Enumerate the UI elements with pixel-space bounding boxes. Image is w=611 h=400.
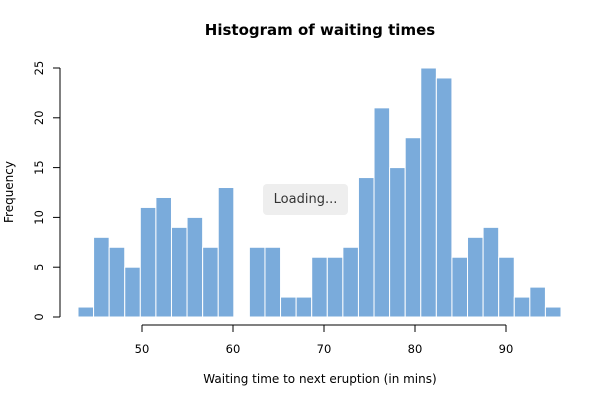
histogram-bar bbox=[264, 246, 282, 318]
y-tick-label: 15 bbox=[32, 160, 46, 175]
y-tick-label: 0 bbox=[32, 313, 46, 320]
histogram-bar bbox=[342, 246, 359, 318]
y-tick-label: 25 bbox=[32, 61, 46, 76]
histogram-bar bbox=[357, 177, 375, 318]
y-axis: 0 5 10 15 20 25 bbox=[32, 61, 61, 321]
histogram-bar bbox=[311, 256, 328, 318]
histogram-bar bbox=[467, 236, 484, 318]
histogram-bar bbox=[451, 256, 469, 318]
chart-title: Histogram of waiting times bbox=[205, 21, 435, 39]
histogram-bar bbox=[93, 236, 110, 318]
histogram-bar bbox=[513, 296, 531, 318]
histogram-bar bbox=[186, 216, 204, 318]
histogram-bar bbox=[529, 286, 546, 318]
x-tick-label: 60 bbox=[226, 342, 241, 356]
histogram-bar bbox=[498, 256, 515, 318]
x-tick-label: 70 bbox=[317, 342, 332, 356]
histogram-bar bbox=[544, 306, 562, 318]
histogram-bar bbox=[155, 196, 172, 318]
histogram-bar bbox=[373, 107, 391, 318]
histogram-bar bbox=[389, 167, 406, 318]
histogram-bar bbox=[108, 246, 126, 318]
y-tick-label: 10 bbox=[32, 210, 46, 225]
histogram-bar bbox=[170, 226, 188, 318]
y-axis-label: Frequency bbox=[2, 161, 16, 223]
loading-indicator: Loading... bbox=[263, 184, 348, 215]
x-tick-label: 80 bbox=[408, 342, 423, 356]
y-tick-label: 5 bbox=[32, 264, 46, 271]
histogram-bar bbox=[77, 306, 95, 318]
histogram-bar bbox=[139, 206, 157, 318]
x-tick-label: 50 bbox=[135, 342, 150, 356]
histogram-bar bbox=[202, 246, 219, 318]
histogram-bar bbox=[295, 296, 313, 318]
histogram-bar bbox=[482, 226, 500, 318]
histogram-bar bbox=[280, 296, 297, 318]
histogram-bar bbox=[248, 246, 266, 318]
histogram-bar bbox=[404, 137, 422, 318]
x-axis: 50 60 70 80 90 bbox=[135, 324, 514, 356]
y-tick-label: 20 bbox=[32, 110, 46, 125]
x-tick-label: 90 bbox=[499, 342, 514, 356]
histogram-bar bbox=[420, 67, 437, 318]
x-axis-label: Waiting time to next eruption (in mins) bbox=[203, 372, 436, 386]
histogram-bar bbox=[217, 187, 235, 318]
histogram-bar bbox=[326, 256, 344, 318]
histogram-bar bbox=[124, 266, 141, 318]
histogram-bar bbox=[435, 77, 453, 318]
bars-group bbox=[77, 67, 562, 318]
